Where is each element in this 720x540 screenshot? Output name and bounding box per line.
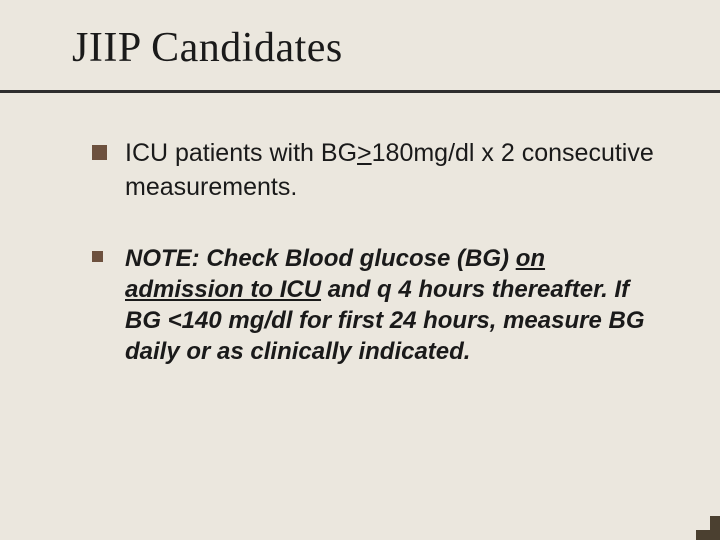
slide-content: ICU patients with BG>180mg/dl x 2 consec… xyxy=(0,93,720,367)
bullet-text-1: ICU patients with BG>180mg/dl x 2 consec… xyxy=(125,137,660,205)
text-segment-underline: > xyxy=(357,139,372,167)
text-segment: NOTE: Check Blood glucose (BG) xyxy=(125,245,516,272)
bullet-square-icon xyxy=(92,251,103,262)
slide-title: JIIP Candidates xyxy=(0,0,720,90)
text-segment: ICU patients with BG xyxy=(125,139,357,167)
bullet-item-2: NOTE: Check Blood glucose (BG) on admiss… xyxy=(92,243,660,368)
corner-accent-icon xyxy=(696,516,720,540)
bullet-text-2: NOTE: Check Blood glucose (BG) on admiss… xyxy=(125,243,660,368)
bullet-square-icon xyxy=(92,145,107,160)
bullet-item-1: ICU patients with BG>180mg/dl x 2 consec… xyxy=(92,137,660,205)
